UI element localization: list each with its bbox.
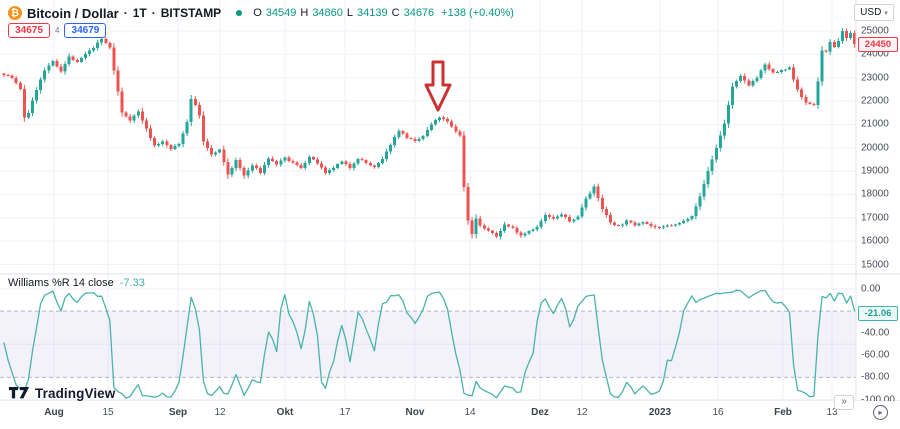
time-tick-label: Sep [168,407,188,418]
time-tick-label: 16 [712,407,724,418]
price-tick-label: 23000 [861,72,889,84]
realtime-arrow-icon: ▸ [878,407,883,417]
time-tick-label: 13 [826,407,838,418]
price-tick-label: 18000 [861,188,889,200]
separator-dot: · [151,6,156,20]
symbol-title[interactable]: Bitcoin / Dollar [27,5,119,21]
time-tick-label: Feb [774,407,792,418]
time-tick-label: Okt [276,407,294,418]
time-tick-label: 12 [214,407,226,418]
indicator-tick-label: 0.00 [861,283,881,295]
time-tick-label: Dez [531,407,549,418]
indicator-value: -7.33 [119,277,145,289]
price-tick-label: 15000 [861,259,889,270]
close-label: C [391,7,400,19]
time-tick-label: 12 [576,407,588,418]
trade-buttons: 34675 4 34679 [8,23,107,38]
price-tick-label: 16000 [861,235,889,247]
time-tick-label: 17 [339,407,351,418]
sell-button[interactable]: 34675 [8,23,50,38]
open-value: 34549 [265,7,297,19]
price-tick-label: 25000 [861,25,889,37]
market-status-icon[interactable] [236,10,243,16]
price-tick-label: 19000 [861,165,889,177]
arrow-down-annotation[interactable] [424,60,452,112]
ohlc-readout: O 34549 H 34860 L 34139 C 34676 [253,7,434,19]
bitcoin-icon: ₿ [8,6,22,20]
go-to-realtime-button[interactable]: ▸ [873,405,888,420]
separator-dot: · [123,6,128,20]
spread-value: 4 [55,26,60,35]
price-axis[interactable]: 25000 24000 23000 22000 21000 20000 19000 18000… [856,0,900,406]
indicator-tick-label: -100.00 [861,394,895,405]
open-label: O [253,7,262,19]
price-tick-label: 20000 [861,142,889,154]
low-value: 34139 [357,7,388,19]
price-tick-label: 24000 [861,48,889,60]
time-tick-label: Aug [44,407,64,418]
last-price-badge: 24450 [858,37,898,53]
change-value: +138 (+0.40%) [441,7,514,19]
time-tick-label: 15 [102,407,114,418]
tradingview-mark-icon [8,387,30,399]
indicator-tick-label: -40.00 [861,327,890,339]
high-value: 34860 [312,7,343,19]
currency-label: USD [860,7,882,18]
time-tick-label: 2023 [648,407,672,418]
scroll-right-button[interactable]: » [834,395,854,410]
interval-label[interactable]: 1T [132,6,147,20]
tradingview-logo-text: TradingView [35,385,116,401]
indicator-legend[interactable]: Williams %R 14 close -7.33 [8,277,145,289]
indicator-tick-label: -60.00 [861,349,890,361]
price-tick-label: 17000 [861,212,889,224]
chart-header: ₿ Bitcoin / Dollar · 1T · BITSTAMP O 3454… [8,5,514,21]
price-tick-label: 21000 [861,118,889,130]
price-tick-label: 22000 [861,95,889,107]
exchange-label: BITSTAMP [160,6,222,20]
time-axis[interactable]: Aug 15 Sep 12 Okt 17 Nov 14 Dez 12 2023 16 Feb 13 [0,401,900,429]
indicator-tick-label: -80.00 [861,371,890,383]
tradingview-logo[interactable]: TradingView [8,385,115,401]
time-tick-label: Nov [405,407,425,418]
chevron-down-icon: ▾ [884,9,888,17]
high-label: H [300,7,309,19]
buy-button[interactable]: 34679 [64,23,107,38]
close-value: 34676 [403,7,435,19]
low-label: L [346,7,354,19]
time-tick-label: 14 [464,407,476,418]
currency-selector[interactable]: USD ▾ [854,4,894,21]
indicator-value-badge: -21.06 [858,305,898,321]
indicator-name: Williams %R 14 close [8,277,114,289]
